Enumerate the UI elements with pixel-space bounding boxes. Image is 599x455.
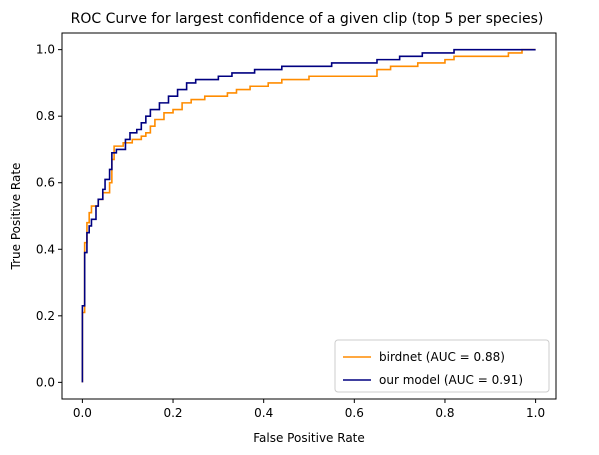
x-axis-label: False Positive Rate [253,431,365,445]
x-tick-label: 0.6 [345,406,364,420]
series-layer [81,48,536,383]
chart-title: ROC Curve for largest confidence of a gi… [71,11,544,27]
y-tick-label: 0.2 [36,309,55,323]
x-tick-label: 0.2 [163,406,182,420]
y-tick-label: 0.6 [36,176,55,190]
plot-area [61,32,557,400]
legend: birdnet (AUC = 0.88) our model (AUC = 0.… [334,339,550,393]
y-axis-label: True Positive Rate [9,163,23,271]
x-tick-label: 0.8 [435,406,454,420]
series-line-1 [81,48,536,383]
legend-label-birdnet: birdnet (AUC = 0.88) [379,350,505,364]
x-tick-label: 0.0 [73,406,92,420]
x-axis: 0.0 0.2 0.4 0.6 0.8 1.0 [73,399,545,420]
x-tick-label: 1.0 [526,406,545,420]
y-axis: 0.0 0.2 0.4 0.6 0.8 1.0 [36,43,62,389]
legend-box [334,339,550,393]
y-tick-label: 0.4 [36,242,55,256]
y-tick-label: 1.0 [36,43,55,57]
legend-label-our-model: our model (AUC = 0.91) [379,373,523,387]
y-tick-label: 0.0 [36,375,55,389]
y-tick-label: 0.8 [36,109,55,123]
x-tick-label: 0.4 [254,406,273,420]
